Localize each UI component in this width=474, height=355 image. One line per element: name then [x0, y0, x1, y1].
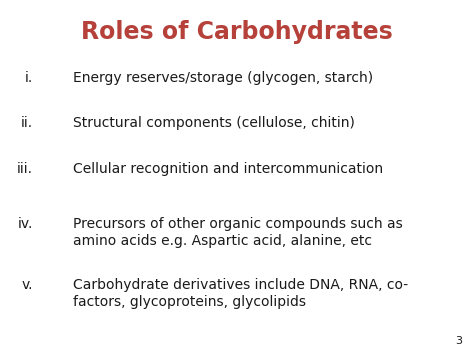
Text: Structural components (cellulose, chitin): Structural components (cellulose, chitin… [73, 116, 356, 130]
Text: i.: i. [25, 71, 33, 85]
Text: 3: 3 [455, 336, 462, 346]
Text: Energy reserves/storage (glycogen, starch): Energy reserves/storage (glycogen, starc… [73, 71, 374, 85]
Text: ii.: ii. [21, 116, 33, 130]
Text: iii.: iii. [17, 162, 33, 176]
Text: Cellular recognition and intercommunication: Cellular recognition and intercommunicat… [73, 162, 383, 176]
Text: Carbohydrate derivatives include DNA, RNA, co-
factors, glycoproteins, glycolipi: Carbohydrate derivatives include DNA, RN… [73, 278, 409, 310]
Text: v.: v. [22, 278, 33, 291]
Text: Roles of Carbohydrates: Roles of Carbohydrates [81, 20, 393, 44]
Text: Precursors of other organic compounds such as
amino acids e.g. Aspartic acid, al: Precursors of other organic compounds su… [73, 217, 403, 248]
Text: iv.: iv. [18, 217, 33, 230]
